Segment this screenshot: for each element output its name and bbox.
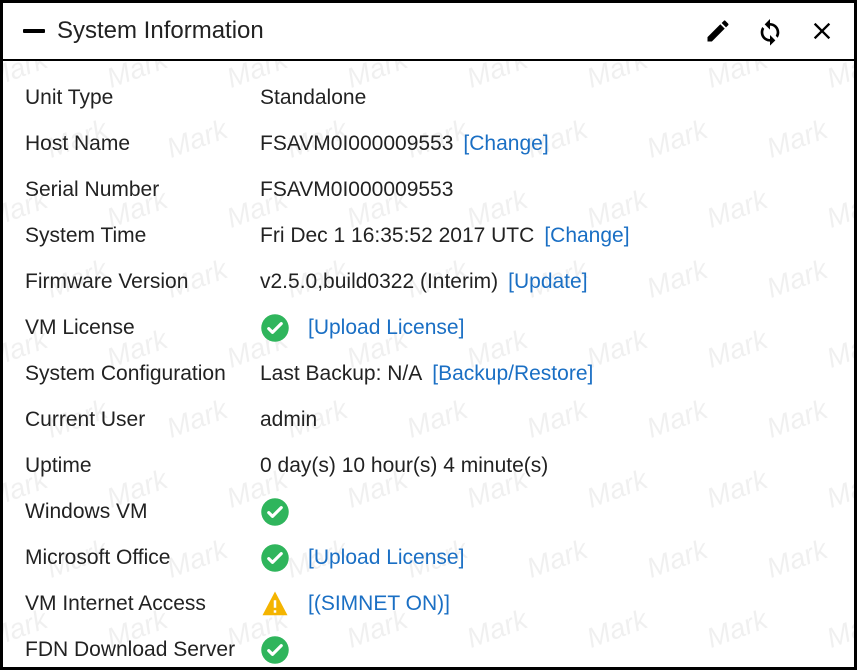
label-current-user: Current User	[25, 408, 260, 432]
row-unit-type: Unit Type Standalone	[25, 75, 832, 121]
row-firmware: Firmware Version v2.5.0,build0322 (Inter…	[25, 259, 832, 305]
row-current-user: Current User admin	[25, 397, 832, 443]
label-sys-config: System Configuration	[25, 362, 260, 386]
edit-icon[interactable]	[704, 17, 732, 45]
row-host-name: Host Name FSAVM0I000009553 [Change]	[25, 121, 832, 167]
label-unit-type: Unit Type	[25, 86, 260, 110]
row-fdn: FDN Download Server	[25, 627, 832, 670]
value-firmware: v2.5.0,build0322 (Interim) [Update]	[260, 270, 832, 294]
value-system-time: Fri Dec 1 16:35:52 2017 UTC [Change]	[260, 224, 832, 248]
collapse-icon[interactable]	[23, 29, 45, 33]
simnet-link[interactable]: [(SIMNET ON)]	[308, 592, 450, 616]
panel-body: Unit Type Standalone Host Name FSAVM0I00…	[3, 61, 854, 670]
label-vm-license: VM License	[25, 316, 260, 340]
panel-title: System Information	[57, 17, 704, 45]
row-vm-internet: VM Internet Access [(SIMNET ON)]	[25, 581, 832, 627]
panel-header: System Information	[3, 3, 854, 61]
change-time-link[interactable]: [Change]	[544, 224, 629, 248]
system-info-panel: MarkMarkMarkMarkMarkMarkMarkMarkMarkMark…	[0, 0, 857, 670]
value-sys-config: Last Backup: N/A [Backup/Restore]	[260, 362, 832, 386]
label-fdn: FDN Download Server	[25, 638, 260, 662]
value-host-name: FSAVM0I000009553 [Change]	[260, 132, 832, 156]
label-uptime: Uptime	[25, 454, 260, 478]
header-actions	[704, 15, 836, 47]
label-host-name: Host Name	[25, 132, 260, 156]
warning-icon	[260, 589, 290, 619]
check-icon	[260, 313, 290, 343]
label-firmware: Firmware Version	[25, 270, 260, 294]
backup-restore-link[interactable]: [Backup/Restore]	[432, 362, 593, 386]
value-ms-office: [Upload License]	[260, 543, 832, 573]
row-sys-config: System Configuration Last Backup: N/A [B…	[25, 351, 832, 397]
check-icon	[260, 543, 290, 573]
check-icon	[260, 635, 290, 665]
change-hostname-link[interactable]: [Change]	[463, 132, 548, 156]
row-serial: Serial Number FSAVM0I000009553	[25, 167, 832, 213]
row-windows-vm: Windows VM	[25, 489, 832, 535]
value-vm-internet: [(SIMNET ON)]	[260, 589, 832, 619]
row-system-time: System Time Fri Dec 1 16:35:52 2017 UTC …	[25, 213, 832, 259]
value-vm-license: [Upload License]	[260, 313, 832, 343]
value-serial: FSAVM0I000009553	[260, 178, 832, 202]
label-system-time: System Time	[25, 224, 260, 248]
upload-office-license-link[interactable]: [Upload License]	[308, 546, 464, 570]
value-current-user: admin	[260, 408, 832, 432]
value-fdn	[260, 635, 832, 665]
label-vm-internet: VM Internet Access	[25, 592, 260, 616]
check-icon	[260, 497, 290, 527]
update-firmware-link[interactable]: [Update]	[508, 270, 587, 294]
value-uptime: 0 day(s) 10 hour(s) 4 minute(s)	[260, 454, 832, 478]
value-unit-type: Standalone	[260, 86, 832, 110]
row-ms-office: Microsoft Office [Upload License]	[25, 535, 832, 581]
label-serial: Serial Number	[25, 178, 260, 202]
row-uptime: Uptime 0 day(s) 10 hour(s) 4 minute(s)	[25, 443, 832, 489]
label-ms-office: Microsoft Office	[25, 546, 260, 570]
label-windows-vm: Windows VM	[25, 500, 260, 524]
close-icon[interactable]	[808, 17, 836, 45]
refresh-icon[interactable]	[754, 15, 786, 47]
upload-vm-license-link[interactable]: [Upload License]	[308, 316, 464, 340]
value-windows-vm	[260, 497, 832, 527]
row-vm-license: VM License [Upload License]	[25, 305, 832, 351]
